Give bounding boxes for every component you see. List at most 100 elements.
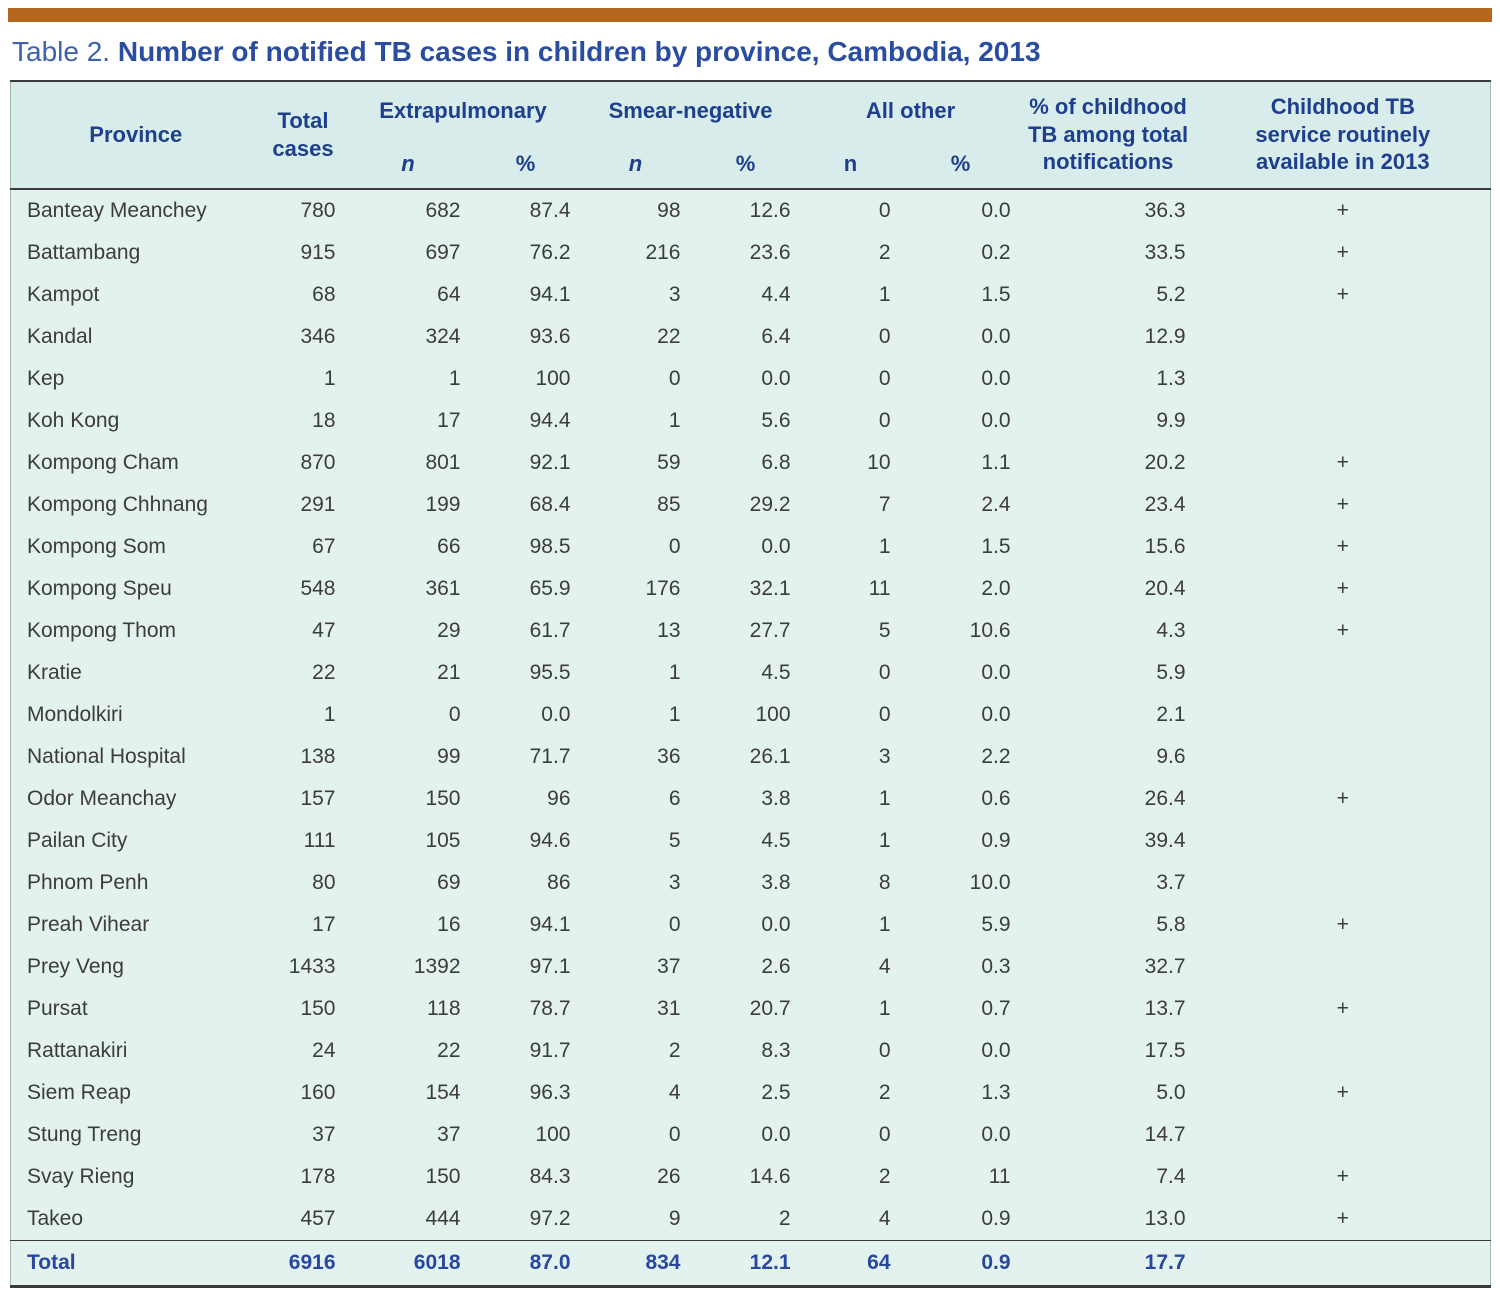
cell-extrapulmonary-pct: 97.1: [470, 945, 581, 988]
cell-extrapulmonary-pct: 91.7: [470, 1029, 581, 1072]
cell-total-all-other-pct: 0.9: [900, 1239, 1021, 1287]
cell-childhood-pct: 13.0: [1020, 1197, 1196, 1241]
col-group-all-other: All other: [800, 80, 1021, 140]
cell-service-available: [1195, 735, 1491, 778]
cell-extrapulmonary-n: 22: [345, 1029, 471, 1072]
cell-all-other-n: 1: [800, 273, 901, 316]
cell-childhood-pct: 14.7: [1020, 1113, 1196, 1156]
cell-all-other-n: 4: [800, 945, 901, 988]
cell-province: Pailan City: [10, 819, 261, 862]
cell-childhood-pct: 2.1: [1020, 693, 1196, 736]
cell-smear-negative-n: 1: [580, 399, 691, 442]
cell-province: Kampot: [10, 273, 261, 316]
cell-total-smear-negative-pct: 12.1: [690, 1239, 801, 1287]
cell-province: Kratie: [10, 651, 261, 694]
cell-extrapulmonary-pct: 94.4: [470, 399, 581, 442]
cell-childhood-pct: 4.3: [1020, 609, 1196, 652]
cell-smear-negative-pct: 4.5: [690, 651, 801, 694]
col-header-smear-negative-pct: %: [690, 139, 801, 190]
cell-smear-negative-pct: 27.7: [690, 609, 801, 652]
cell-service-available: +: [1195, 567, 1491, 610]
cell-all-other-n: 0: [800, 1113, 901, 1156]
cell-smear-negative-pct: 32.1: [690, 567, 801, 610]
cell-extrapulmonary-n: 1392: [345, 945, 471, 988]
cell-all-other-n: 0: [800, 188, 901, 232]
cell-province: Koh Kong: [10, 399, 261, 442]
col-header-smear-negative-n: n: [580, 139, 691, 190]
cell-all-other-pct: 2.0: [900, 567, 1021, 610]
cell-smear-negative-n: 3: [580, 861, 691, 904]
table-body: Banteay Meanchey 780 682 87.4 98 12.6 0 …: [10, 188, 1491, 1241]
cell-childhood-pct: 13.7: [1020, 987, 1196, 1030]
cell-smear-negative-pct: 12.6: [690, 188, 801, 232]
table-row: Stung Treng 37 37 100 0 0.0 0 0.0 14.7: [10, 1113, 1491, 1156]
cell-total-all-other-n: 64: [800, 1239, 901, 1287]
cell-service-available: +: [1195, 188, 1491, 232]
cell-all-other-pct: 2.2: [900, 735, 1021, 778]
cell-total-cases: 47: [260, 609, 346, 652]
cell-smear-negative-n: 1: [580, 693, 691, 736]
cell-province: Pursat: [10, 987, 261, 1030]
cell-childhood-pct: 5.0: [1020, 1071, 1196, 1114]
cell-smear-negative-pct: 23.6: [690, 231, 801, 274]
table-title: Table 2. Number of notified TB cases in …: [12, 35, 1488, 69]
cell-childhood-pct: 23.4: [1020, 483, 1196, 526]
table-row: Prey Veng 1433 1392 97.1 37 2.6 4 0.3 32…: [10, 945, 1491, 988]
cell-smear-negative-n: 176: [580, 567, 691, 610]
table-title-prefix: Table 2.: [12, 36, 111, 67]
cell-total-cases: 870: [260, 441, 346, 484]
cell-extrapulmonary-pct: 96.3: [470, 1071, 581, 1114]
cell-service-available: [1195, 945, 1491, 988]
cell-extrapulmonary-pct: 100: [470, 1113, 581, 1156]
cell-province: Svay Rieng: [10, 1155, 261, 1198]
cell-extrapulmonary-n: 1: [345, 357, 471, 400]
cell-extrapulmonary-pct: 98.5: [470, 525, 581, 568]
table-row: Kompong Speu 548 361 65.9 176 32.1 11 2.…: [10, 567, 1491, 610]
cell-service-available: [1195, 315, 1491, 358]
cell-smear-negative-n: 0: [580, 903, 691, 946]
cell-service-available: +: [1195, 483, 1491, 526]
cell-extrapulmonary-n: 150: [345, 777, 471, 820]
table-row: Phnom Penh 80 69 86 3 3.8 8 10.0 3.7: [10, 861, 1491, 904]
cell-all-other-pct: 0.0: [900, 315, 1021, 358]
cell-total-cases: 22: [260, 651, 346, 694]
cell-childhood-pct: 32.7: [1020, 945, 1196, 988]
cell-childhood-pct: 26.4: [1020, 777, 1196, 820]
cell-all-other-pct: 0.0: [900, 1029, 1021, 1072]
cell-smear-negative-pct: 4.5: [690, 819, 801, 862]
cell-province: Preah Vihear: [10, 903, 261, 946]
cell-extrapulmonary-pct: 61.7: [470, 609, 581, 652]
cell-smear-negative-n: 1: [580, 651, 691, 694]
cell-smear-negative-pct: 26.1: [690, 735, 801, 778]
cell-extrapulmonary-n: 154: [345, 1071, 471, 1114]
cell-all-other-n: 2: [800, 231, 901, 274]
cell-total-cases: 150: [260, 987, 346, 1030]
cell-service-available: +: [1195, 1155, 1491, 1198]
cell-all-other-n: 0: [800, 693, 901, 736]
table-row: Pailan City 111 105 94.6 5 4.5 1 0.9 39.…: [10, 819, 1491, 862]
cell-smear-negative-pct: 6.4: [690, 315, 801, 358]
cell-total-cases: 68: [260, 273, 346, 316]
cell-all-other-n: 7: [800, 483, 901, 526]
cell-all-other-pct: 1.1: [900, 441, 1021, 484]
cell-service-available: [1195, 651, 1491, 694]
cell-smear-negative-n: 9: [580, 1197, 691, 1241]
table-row: Kompong Cham 870 801 92.1 59 6.8 10 1.1 …: [10, 441, 1491, 484]
cell-all-other-pct: 1.3: [900, 1071, 1021, 1114]
cell-smear-negative-n: 0: [580, 357, 691, 400]
cell-extrapulmonary-pct: 84.3: [470, 1155, 581, 1198]
cell-all-other-pct: 5.9: [900, 903, 1021, 946]
cell-extrapulmonary-n: 361: [345, 567, 471, 610]
cell-childhood-pct: 12.9: [1020, 315, 1196, 358]
cell-total-label: Total: [10, 1239, 261, 1287]
cell-childhood-pct: 36.3: [1020, 188, 1196, 232]
cell-extrapulmonary-pct: 92.1: [470, 441, 581, 484]
top-accent-bar: [8, 8, 1492, 22]
table-header: Province Total cases Extrapulmonary Smea…: [10, 80, 1491, 190]
cell-total-cases: 1433: [260, 945, 346, 988]
cell-total-extrapulmonary-n: 6018: [345, 1239, 471, 1287]
cell-all-other-n: 0: [800, 315, 901, 358]
cell-all-other-n: 11: [800, 567, 901, 610]
cell-all-other-pct: 0.9: [900, 819, 1021, 862]
cell-smear-negative-n: 22: [580, 315, 691, 358]
